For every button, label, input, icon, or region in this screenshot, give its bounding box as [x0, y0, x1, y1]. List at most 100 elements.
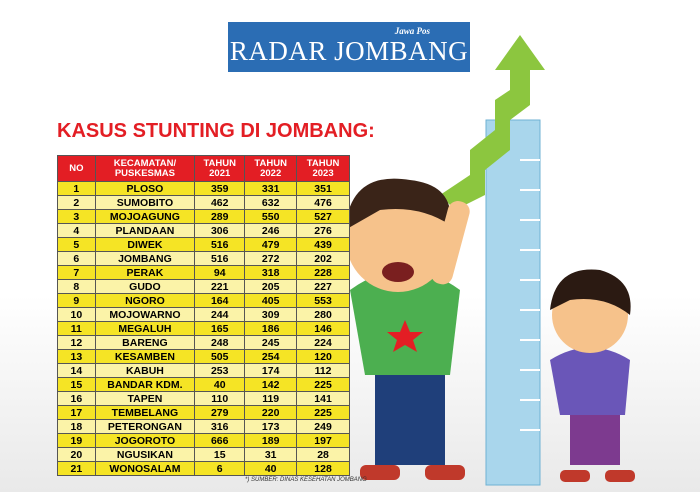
district: DIWEK — [94, 237, 196, 252]
case-count: 228 — [296, 265, 350, 280]
case-count: 359 — [194, 181, 246, 196]
district: NGORO — [94, 293, 196, 308]
row-number: 4 — [57, 223, 96, 238]
case-count: 197 — [296, 433, 350, 448]
case-count: 331 — [244, 181, 298, 196]
case-count: 516 — [194, 237, 246, 252]
table-row: 10 MOJOWARNO 244 309 280 — [57, 307, 350, 322]
table-row: 1 PLOSO 359 331 351 — [57, 181, 350, 196]
case-count: 146 — [296, 321, 350, 336]
case-count: 31 — [244, 447, 298, 462]
stunting-table: NO KECAMATAN/ PUSKESMAS TAHUN 2021 TAHUN 20… — [57, 155, 350, 476]
case-count: 316 — [194, 419, 246, 434]
district: GUDO — [94, 279, 196, 294]
case-count: 110 — [194, 391, 246, 406]
district: JOGOROTO — [94, 433, 196, 448]
row-number: 9 — [57, 293, 96, 308]
case-count: 40 — [244, 461, 298, 476]
case-count: 479 — [244, 237, 298, 252]
case-count: 6 — [194, 461, 246, 476]
row-number: 12 — [57, 335, 96, 350]
district: TAPEN — [94, 391, 196, 406]
district: MEGALUH — [94, 321, 196, 336]
header-row: NO KECAMATAN/ PUSKESMAS TAHUN 2021 TAHUN 20… — [57, 155, 350, 182]
case-count: 224 — [296, 335, 350, 350]
row-number: 16 — [57, 391, 96, 406]
row-number: 19 — [57, 433, 96, 448]
case-count: 254 — [244, 349, 298, 364]
table-row: 8 GUDO 221 205 227 — [57, 279, 350, 294]
case-count: 462 — [194, 195, 246, 210]
district: MOJOAGUNG — [94, 209, 196, 224]
case-count: 186 — [244, 321, 298, 336]
case-count: 632 — [244, 195, 298, 210]
boy-big — [345, 178, 470, 480]
table-row: 21 WONOSALAM 6 40 128 — [57, 461, 350, 476]
case-count: 279 — [194, 405, 246, 420]
row-number: 5 — [57, 237, 96, 252]
case-count: 550 — [244, 209, 298, 224]
table-row: 6 JOMBANG 516 272 202 — [57, 251, 350, 266]
row-number: 10 — [57, 307, 96, 322]
case-count: 128 — [296, 461, 350, 476]
table-row: 16 TAPEN 110 119 141 — [57, 391, 350, 406]
table-row: 15 BANDAR KDM. 40 142 225 — [57, 377, 350, 392]
row-number: 2 — [57, 195, 96, 210]
case-count: 318 — [244, 265, 298, 280]
case-count: 202 — [296, 251, 350, 266]
row-number: 20 — [57, 447, 96, 462]
boy-small — [550, 269, 635, 482]
district: PLANDAAN — [94, 223, 196, 238]
row-number: 1 — [57, 181, 96, 196]
table-row: 18 PETERONGAN 316 173 249 — [57, 419, 350, 434]
case-count: 227 — [296, 279, 350, 294]
column-header: KECAMATAN/ PUSKESMAS — [94, 155, 196, 182]
case-count: 174 — [244, 363, 298, 378]
brand: RADAR JOMBANG — [229, 36, 469, 66]
row-number: 15 — [57, 377, 96, 392]
case-count: 248 — [194, 335, 246, 350]
district: PLOSO — [94, 181, 196, 196]
case-count: 244 — [194, 307, 246, 322]
case-count: 439 — [296, 237, 350, 252]
case-count: 221 — [194, 279, 246, 294]
table-row: 2 SUMOBITO 462 632 476 — [57, 195, 350, 210]
table-row: 13 KESAMBEN 505 254 120 — [57, 349, 350, 364]
case-count: 253 — [194, 363, 246, 378]
case-count: 249 — [296, 419, 350, 434]
case-count: 141 — [296, 391, 350, 406]
table-row: 9 NGORO 164 405 553 — [57, 293, 350, 308]
table-row: 11 MEGALUH 165 186 146 — [57, 321, 350, 336]
case-count: 505 — [194, 349, 246, 364]
case-count: 309 — [244, 307, 298, 322]
column-header: TAHUN 2022 — [244, 155, 298, 182]
row-number: 21 — [57, 461, 96, 476]
case-count: 527 — [296, 209, 350, 224]
district: KESAMBEN — [94, 349, 196, 364]
table-row: 12 BARENG 248 245 224 — [57, 335, 350, 350]
source: *) SUMBER: DINAS KESEHATAN JOMBANG — [245, 477, 367, 483]
title: KASUS STUNTING DI JOMBANG: — [57, 120, 375, 142]
case-count: 94 — [194, 265, 246, 280]
case-count: 28 — [296, 447, 350, 462]
case-count: 112 — [296, 363, 350, 378]
row-number: 13 — [57, 349, 96, 364]
case-count: 289 — [194, 209, 246, 224]
brand-top: Jawa Pos — [394, 26, 430, 36]
district: PETERONGAN — [94, 419, 196, 434]
case-count: 220 — [244, 405, 298, 420]
row-number: 14 — [57, 363, 96, 378]
column-header: NO — [57, 155, 96, 182]
case-count: 40 — [194, 377, 246, 392]
district: NGUSIKAN — [94, 447, 196, 462]
case-count: 666 — [194, 433, 246, 448]
case-count: 272 — [244, 251, 298, 266]
case-count: 165 — [194, 321, 246, 336]
row-number: 18 — [57, 419, 96, 434]
district: JOMBANG — [94, 251, 196, 266]
case-count: 245 — [244, 335, 298, 350]
district: KABUH — [94, 363, 196, 378]
district: BARENG — [94, 335, 196, 350]
